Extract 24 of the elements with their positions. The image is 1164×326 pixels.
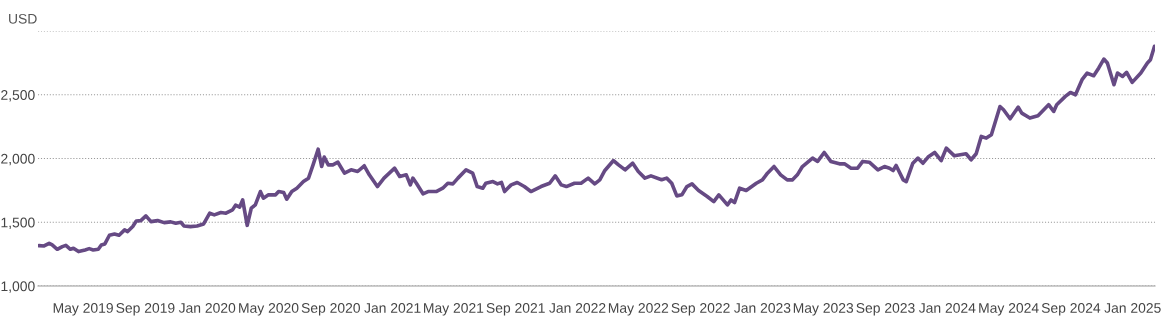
x-tick-label: May 2023: [793, 303, 854, 316]
y-axis-title: USD: [9, 13, 37, 24]
x-tick-label: Jan 2021: [364, 303, 421, 313]
x-tick-label: Jan 2024: [918, 303, 976, 313]
x-tick-label: Sep 2019: [116, 303, 175, 316]
y-tick-label: 1,000: [1, 281, 35, 293]
x-tick-label: May 2021: [424, 303, 484, 316]
y-tick-label: 2,000: [1, 153, 35, 166]
x-tick-label: Sep 2023: [856, 303, 915, 316]
x-tick-label: May 2020: [239, 303, 299, 316]
x-tick-label: Sep 2022: [671, 303, 730, 316]
x-tick-label: Sep 2024: [1041, 303, 1101, 316]
x-tick-label: Sep 2021: [486, 303, 545, 316]
x-tick-label: Jan 2020: [178, 303, 236, 313]
y-tick-label: 2,500: [1, 90, 35, 102]
x-tick-label: May 2019: [53, 303, 113, 316]
x-tick-label: Sep 2020: [301, 303, 360, 316]
y-tick-label: 1,500: [1, 217, 35, 230]
x-tick-label: Jan 2022: [549, 303, 606, 313]
x-tick-label: May 2022: [608, 303, 669, 316]
x-tick-label: May 2024: [979, 303, 1039, 316]
x-tick-label: Jan 2025: [1104, 303, 1161, 313]
x-tick-label: Jan 2023: [734, 303, 791, 313]
line-series: [38, 44, 1155, 254]
